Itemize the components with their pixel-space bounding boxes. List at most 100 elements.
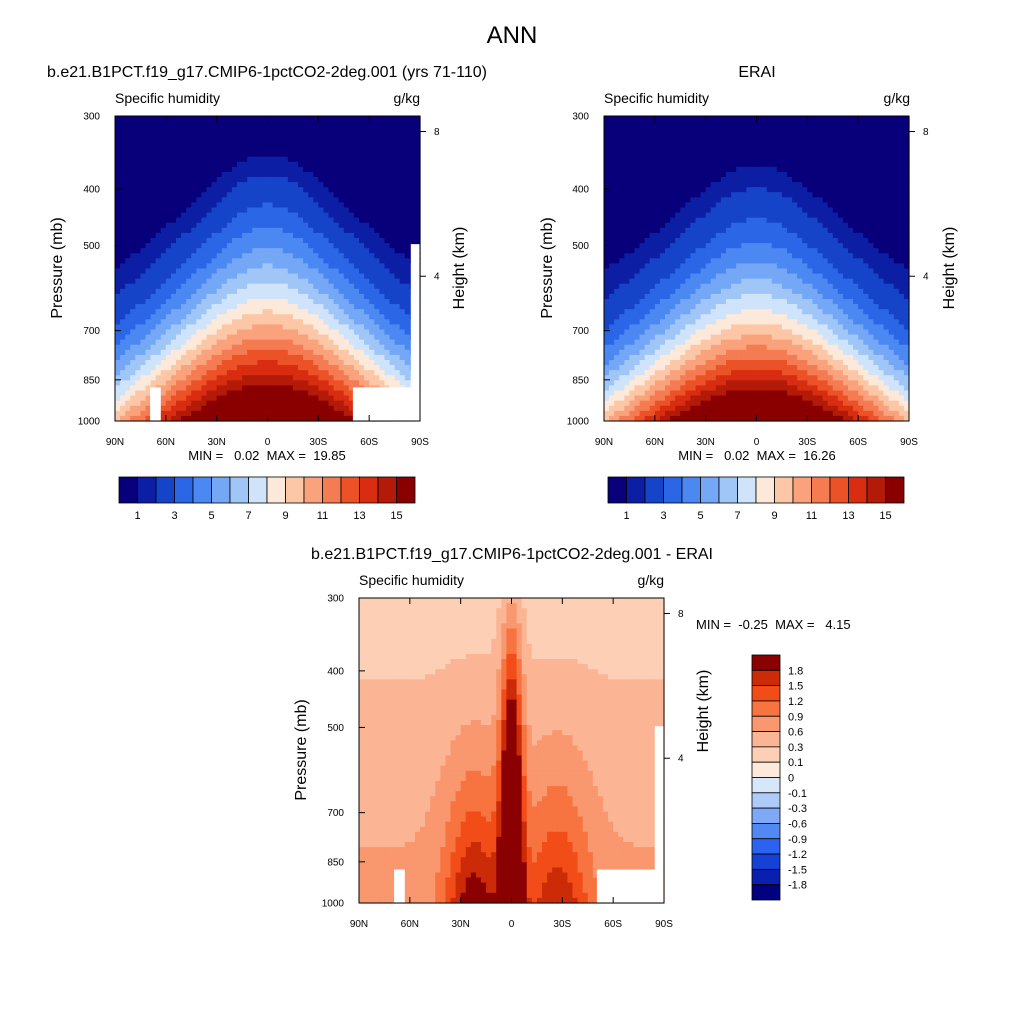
contour-cell [842,177,849,183]
contour-cell [160,248,167,254]
contour-cell [308,217,314,224]
contour-cell [282,146,289,153]
contour-cell [771,217,778,224]
contour-cell [394,380,401,387]
contour-cell [267,227,274,234]
contour-cell [379,146,386,153]
contour-cell [827,222,834,229]
contour-cell [343,288,350,295]
contour-cell [313,263,319,270]
contour-cell [338,136,345,143]
contour-cell [842,222,849,229]
contour-cell [181,232,187,239]
contour-cell [369,293,375,300]
contour-cell [394,268,401,275]
contour-cell [267,258,274,265]
contour-cell [710,151,717,158]
contour-cell [695,197,702,204]
contour-cell [196,344,203,351]
contour-cell [695,141,702,148]
contour-cell [282,324,289,331]
contour-cell [873,197,880,204]
contour-cell [353,360,360,366]
contour-cell [272,141,279,148]
contour-cell [231,293,238,300]
contour-cell [196,395,203,402]
contour-cell [685,146,692,153]
contour-cell [898,126,905,132]
contour-cell [135,263,142,270]
contour-cell [695,207,702,214]
contour-cell [170,278,177,285]
contour-cell [781,121,788,127]
contour-cell [298,187,304,193]
contour-cell [120,171,126,178]
contour-cell [888,212,895,219]
contour-cell [369,278,375,285]
contour-cell [761,161,768,168]
contour-cell [705,116,712,122]
contour-cell [267,187,274,193]
contour-cell [715,136,722,143]
contour-cell [140,222,147,229]
contour-cell [328,222,335,229]
contour-cell [409,116,416,122]
contour-cell [771,116,778,122]
contour-cell [120,253,126,259]
contour-cell [318,161,325,168]
contour-cell [629,227,636,234]
contour-cell [176,288,182,295]
contour-cell [165,278,172,285]
contour-cell [659,141,666,148]
contour-cell [736,192,742,198]
contour-cell [303,273,309,280]
contour-cell [201,253,208,259]
contour-cell [379,217,386,224]
contour-cell [196,380,203,387]
contour-cell [191,217,197,224]
contour-cell [226,232,233,239]
contour-cell [848,177,854,183]
contour-cell [231,253,238,259]
contour-cell [853,212,859,219]
contour-cell [404,156,411,163]
contour-cell [338,121,345,127]
contour-cell [211,349,218,356]
contour-cell [252,253,258,259]
contour-cell [231,339,238,346]
contour-cell [384,319,391,326]
contour-cell [414,212,421,219]
contour-cell [206,380,213,387]
contour-cell [359,217,365,224]
contour-cell [741,141,747,148]
contour-cell [303,131,309,137]
contour-cell [226,126,233,132]
contour-cell [257,141,264,148]
contour-cell [292,354,299,361]
contour-cell [868,207,875,214]
contour-cell [629,217,636,224]
contour-cell [781,207,788,214]
contour-cell [685,131,692,137]
contour-cell [237,126,243,132]
contour-cell [165,380,172,387]
contour-cell [629,197,636,204]
contour-cell [832,207,839,214]
contour-cell [242,360,248,366]
contour-cell [308,319,314,326]
contour-cell [242,283,248,290]
contour-cell [746,166,753,173]
contour-cell [181,354,187,361]
contour-cell [130,263,136,270]
contour-cell [176,314,182,320]
contour-cell [670,202,676,209]
contour-cell [695,192,702,198]
contour-cell [308,141,314,148]
contour-cell [262,156,269,163]
contour-cell [155,243,162,249]
contour-cell [705,126,712,132]
contour-cell [120,207,126,214]
contour-cell [690,187,697,193]
contour-cell [196,390,203,397]
contour-cell [257,324,264,331]
